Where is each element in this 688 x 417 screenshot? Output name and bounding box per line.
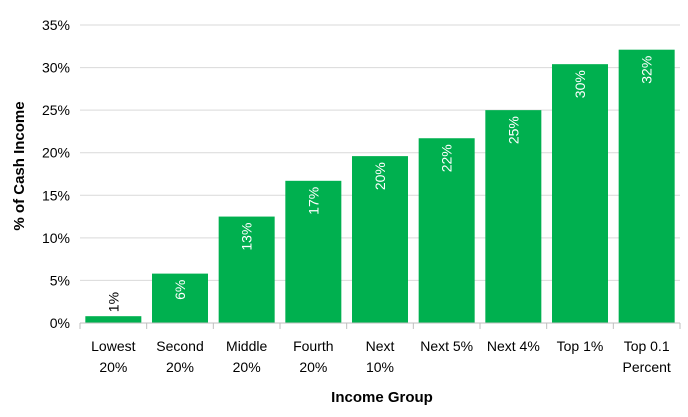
x-tick-label: Next xyxy=(366,338,395,354)
y-tick-label: 10% xyxy=(42,230,70,246)
data-label: 6% xyxy=(172,280,188,300)
y-tick-label: 20% xyxy=(42,145,70,161)
x-tick-label: Next 4% xyxy=(487,338,540,354)
x-tick-label: Top 1% xyxy=(557,338,604,354)
bars xyxy=(85,49,675,324)
data-label: 20% xyxy=(372,162,388,190)
x-tick-label: 20% xyxy=(166,359,194,375)
data-label: 1% xyxy=(105,292,121,312)
y-tick-label: 35% xyxy=(42,17,70,33)
x-tick-label: Second xyxy=(156,338,203,354)
x-tick-label: 20% xyxy=(233,359,261,375)
bar xyxy=(552,64,608,323)
data-label: 13% xyxy=(239,223,255,251)
x-tick-label: Middle xyxy=(226,338,267,354)
data-label: 25% xyxy=(505,116,521,144)
y-axis-title: % of Cash Income xyxy=(11,101,28,230)
x-tick-label: 10% xyxy=(366,359,394,375)
x-axis-title: Income Group xyxy=(331,389,433,406)
x-tick-label: 20% xyxy=(299,359,327,375)
x-tick-label: Top 0.1 xyxy=(624,338,670,354)
axes: 0% 5% 10% 15% 20% 25% 30% 35% Lowest 20% Second 20%… xyxy=(42,17,681,375)
bar xyxy=(152,273,208,323)
data-label: 22% xyxy=(439,144,455,172)
x-tick-label: 20% xyxy=(99,359,127,375)
bar xyxy=(285,180,342,323)
y-tick-label: 0% xyxy=(50,315,70,331)
x-tick-label: Percent xyxy=(623,359,671,375)
data-label: 32% xyxy=(639,56,655,84)
bar xyxy=(352,156,408,323)
y-tick-label: 15% xyxy=(42,187,70,203)
bar xyxy=(85,316,142,323)
y-tick-label: 5% xyxy=(50,272,70,288)
data-labels: 1% 6% 13% 17% 20% 22% 25% 30% 32% xyxy=(105,56,654,312)
x-tick-label: Next 5% xyxy=(420,338,473,354)
bar xyxy=(618,49,675,323)
bar xyxy=(218,216,275,323)
y-tick-label: 30% xyxy=(42,60,70,76)
bar xyxy=(418,138,475,323)
bar xyxy=(485,110,542,324)
y-tick-label: 25% xyxy=(42,102,70,118)
x-tick-label: Fourth xyxy=(293,338,333,354)
x-tick-label: Lowest xyxy=(91,338,135,354)
data-label: 30% xyxy=(572,70,588,98)
data-label: 17% xyxy=(305,187,321,215)
